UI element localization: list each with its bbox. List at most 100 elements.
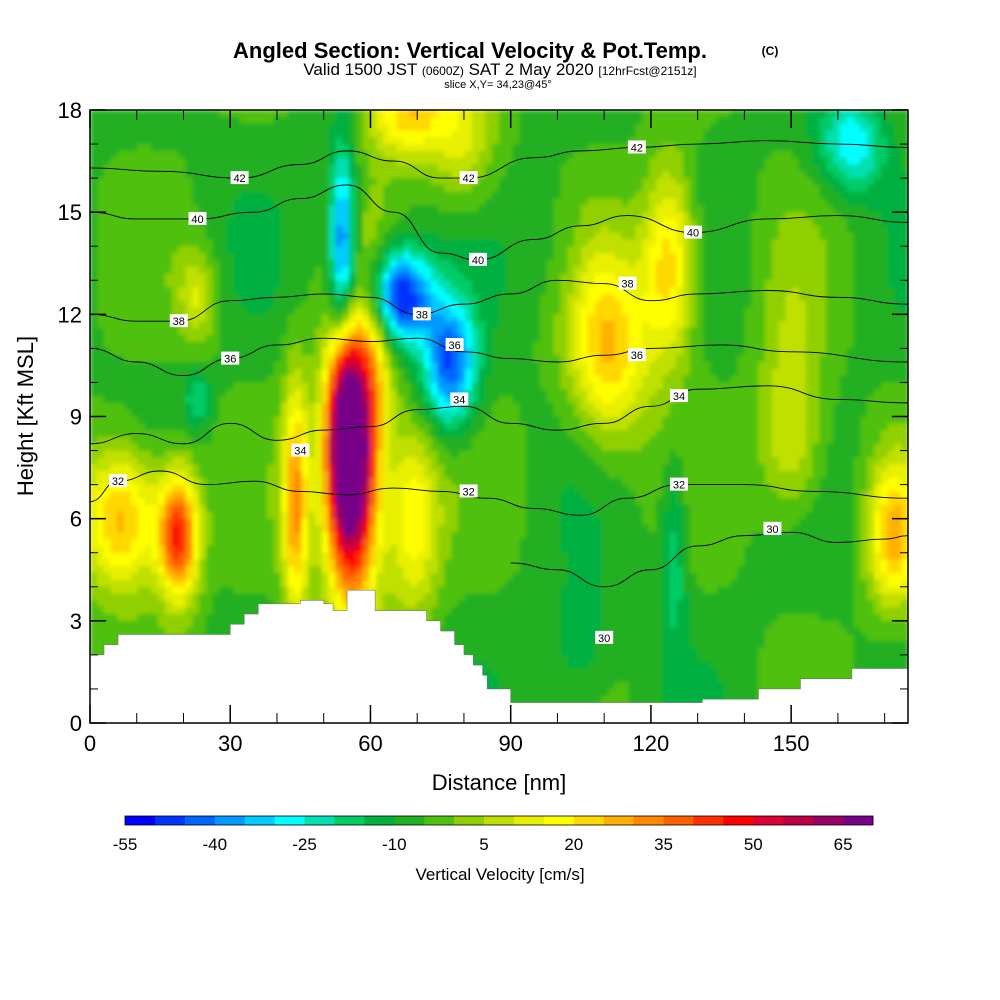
field-cell: [349, 184, 357, 193]
field-cell: [437, 293, 446, 302]
field-cell: [239, 307, 248, 316]
field-cell: [451, 273, 459, 282]
field-cell: [628, 239, 637, 248]
field-cell: [873, 334, 882, 343]
field-cell: [444, 382, 453, 391]
field-cell: [608, 137, 616, 145]
field-cell: [335, 212, 344, 220]
field-cell: [901, 164, 908, 173]
field-cell: [533, 144, 541, 152]
field-cell: [717, 307, 725, 316]
field-cell: [676, 171, 684, 179]
field-cell: [444, 389, 453, 397]
field-cell: [642, 334, 650, 343]
field-cell: [778, 348, 787, 356]
field-cell: [144, 130, 153, 139]
field-cell: [758, 293, 766, 302]
field-cell: [873, 321, 882, 329]
field-cell: [805, 280, 814, 288]
field-cell: [887, 239, 896, 248]
field-cell: [805, 287, 814, 295]
field-cell: [396, 389, 405, 397]
field-cell: [314, 293, 323, 302]
field-cell: [560, 375, 568, 384]
field-cell: [846, 382, 855, 391]
field-cell: [458, 321, 466, 329]
field-cell: [267, 273, 275, 282]
field-cell: [130, 150, 139, 159]
field-cell: [335, 300, 344, 309]
field-cell: [444, 355, 453, 363]
field-cell: [696, 144, 705, 152]
field-cell: [533, 123, 541, 132]
field-cell: [696, 239, 705, 248]
field-cell: [485, 253, 493, 261]
field-cell: [253, 137, 262, 145]
field-cell: [90, 314, 98, 322]
field-cell: [239, 348, 248, 356]
field-cell: [751, 368, 759, 377]
field-cell: [833, 334, 841, 343]
field-cell: [444, 362, 453, 370]
field-cell: [792, 355, 800, 363]
field-cell: [437, 389, 446, 397]
field-cell: [164, 164, 173, 173]
field-cell: [546, 362, 555, 370]
field-cell: [826, 144, 834, 152]
field-cell: [778, 375, 787, 384]
field-cell: [792, 137, 800, 145]
field-cell: [601, 293, 609, 302]
field-cell: [464, 341, 473, 350]
field-cell: [219, 150, 228, 159]
field-cell: [798, 375, 807, 384]
field-cell: [621, 293, 630, 302]
field-cell: [505, 259, 514, 268]
field-cell: [539, 293, 548, 302]
field-cell: [533, 178, 541, 186]
field-cell: [505, 144, 514, 152]
field-cell: [96, 327, 105, 336]
field-cell: [451, 150, 459, 159]
field-cell: [683, 178, 691, 186]
field-cell: [764, 144, 773, 152]
field-cell: [512, 198, 521, 207]
field-cell: [805, 130, 814, 139]
field-cell: [587, 218, 596, 227]
field-cell: [730, 293, 739, 302]
field-cell: [792, 191, 800, 200]
field-cell: [96, 334, 105, 343]
field-cell: [280, 150, 289, 159]
field-cell: [314, 327, 323, 336]
field-cell: [424, 137, 432, 145]
field-cell: [860, 266, 868, 275]
field-cell: [717, 334, 725, 343]
field-cell: [308, 184, 316, 193]
field-cell: [376, 116, 384, 125]
field-cell: [839, 246, 848, 254]
field-cell: [519, 164, 528, 173]
field-cell: [90, 212, 98, 220]
field-cell: [301, 205, 309, 213]
field-cell: [383, 232, 391, 241]
field-cell: [798, 293, 807, 302]
field-cell: [260, 253, 269, 261]
field-cell: [512, 212, 521, 220]
field-cell: [328, 368, 337, 377]
field-cell: [723, 266, 732, 275]
field-cell: [342, 123, 350, 132]
field-cell: [335, 198, 344, 207]
field-cell: [505, 212, 514, 220]
field-cell: [662, 321, 671, 329]
field-cell: [580, 300, 589, 309]
field-cell: [873, 266, 882, 275]
field-cell: [873, 157, 882, 166]
field-cell: [185, 191, 194, 200]
field-cell: [901, 171, 908, 179]
field-cell: [546, 191, 555, 200]
field-cell: [96, 355, 105, 363]
field-cell: [478, 314, 487, 322]
field-cell: [396, 362, 405, 370]
field-cell: [608, 375, 616, 384]
field-cell: [287, 266, 296, 275]
field-cell: [635, 225, 643, 234]
